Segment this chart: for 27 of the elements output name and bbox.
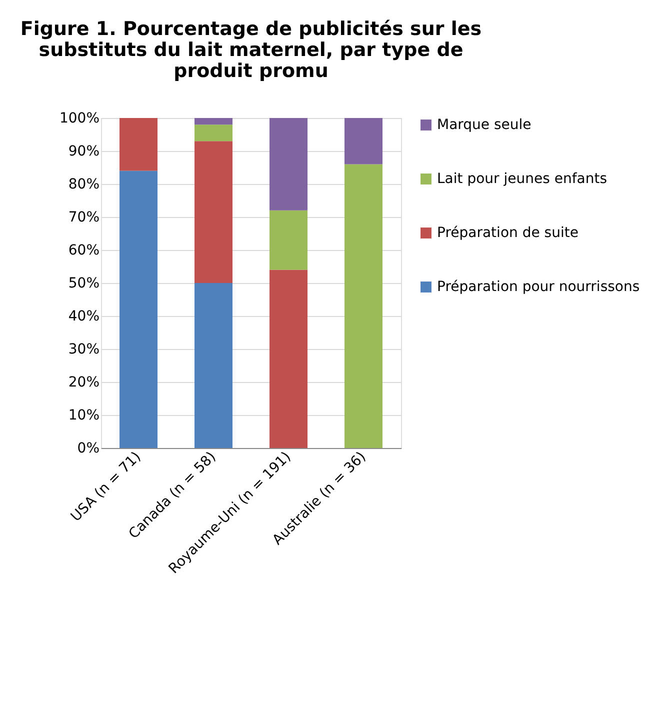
y-tick-label: 40%	[68, 308, 100, 324]
y-tick-label: 90%	[68, 144, 100, 160]
legend-label: Lait pour jeunes enfants	[437, 171, 607, 187]
y-tick-label: 10%	[68, 408, 100, 424]
bar	[270, 270, 308, 448]
y-tick-label: 60%	[68, 242, 100, 258]
bar	[270, 210, 308, 270]
y-tick-label: 70%	[68, 210, 100, 226]
y-tick-label: 80%	[68, 176, 100, 192]
y-tick-label: 0%	[77, 440, 100, 456]
bar	[194, 118, 232, 125]
legend-label: Préparation de suite	[437, 225, 578, 241]
bar	[194, 283, 232, 448]
bar	[120, 170, 158, 448]
y-tick-label: 30%	[68, 342, 100, 358]
legend-label: Marque seule	[437, 117, 532, 133]
bar	[194, 124, 232, 142]
legend-label: Préparation pour nourrissons	[437, 279, 640, 295]
chart-title: Figure 1. Pourcentage de publicités sur les substituts du lait maternel, par type de produit promu	[20, 18, 482, 82]
bar	[270, 118, 308, 210]
bar	[194, 141, 232, 283]
bar	[344, 164, 382, 448]
y-tick-label: 50%	[68, 276, 100, 292]
y-tick-label: 100%	[59, 110, 100, 126]
bar	[344, 118, 382, 164]
y-tick-label: 20%	[68, 374, 100, 390]
bar	[120, 118, 158, 171]
